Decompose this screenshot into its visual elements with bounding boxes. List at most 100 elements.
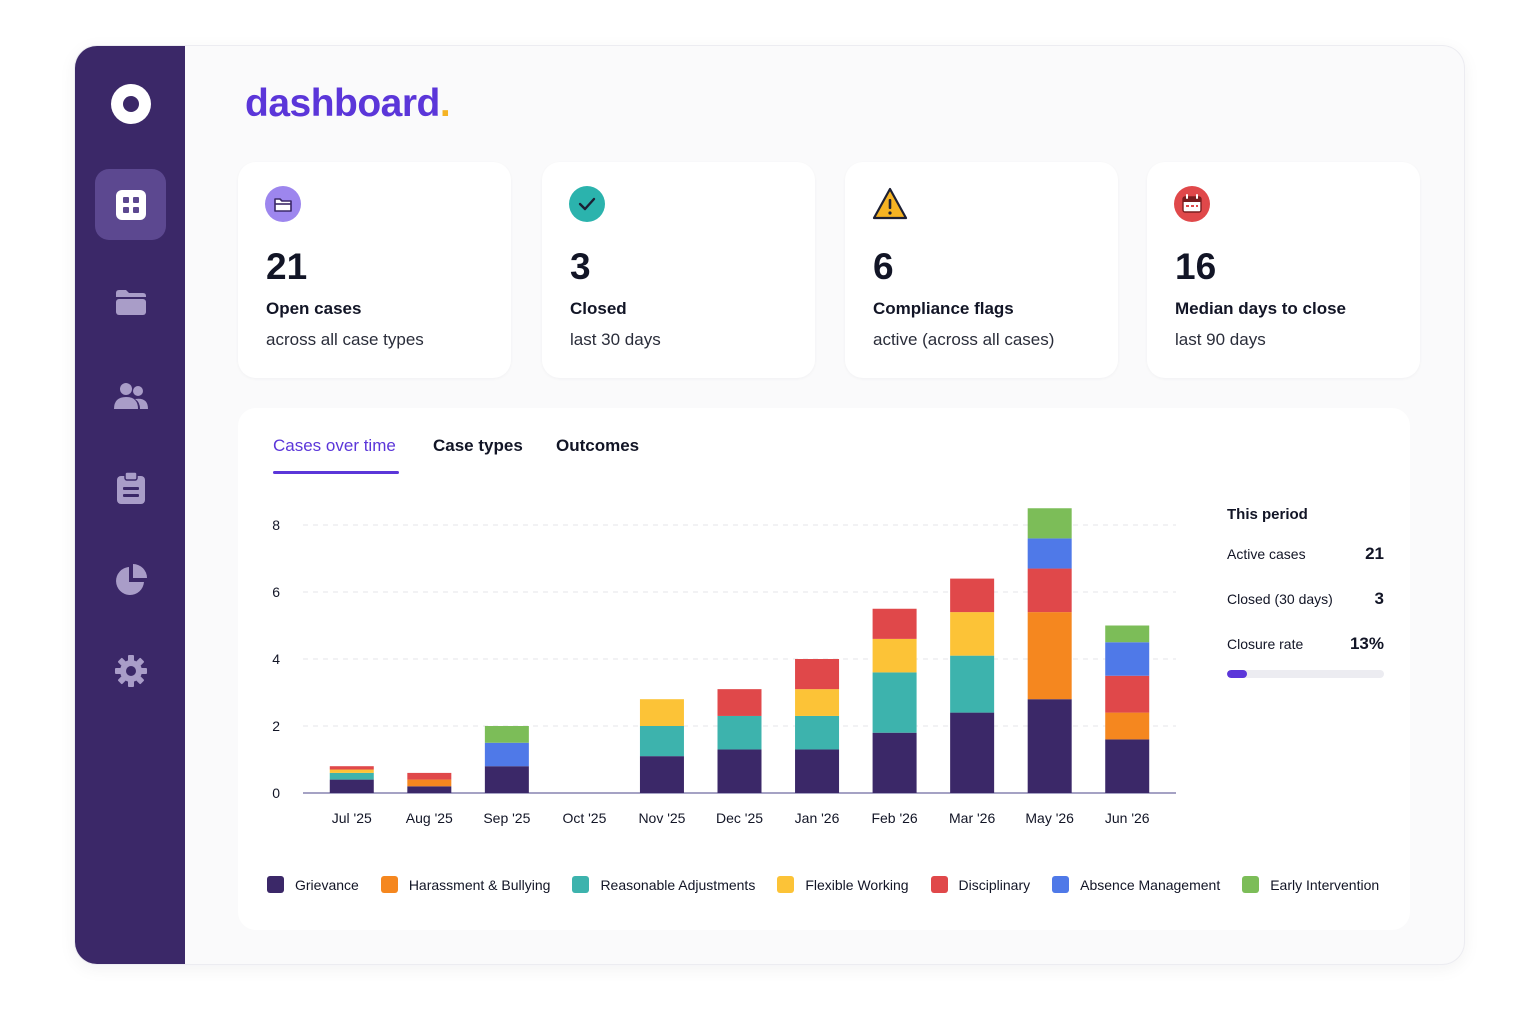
bar-segment (1105, 712, 1150, 740)
bar-segment (639, 699, 684, 726)
x-tick-label: Jul '25 (332, 810, 372, 826)
bar-segment (950, 655, 995, 713)
summary-label: Active cases (1227, 546, 1306, 562)
tab-case-types[interactable]: Case types (433, 436, 523, 455)
ring-logo-icon[interactable] (111, 84, 151, 124)
y-tick-label: 0 (272, 785, 280, 801)
x-tick-label: Oct '25 (562, 810, 606, 826)
bar-segment (329, 772, 374, 780)
grid-icon (115, 189, 146, 220)
summary-value: 21 (1365, 544, 1384, 563)
stat-sub: across all case types (266, 330, 424, 349)
bar-segment (1105, 625, 1150, 643)
nav-cases[interactable] (95, 266, 166, 337)
nav-analytics[interactable] (95, 544, 166, 615)
closure-rate-progress (1227, 670, 1384, 678)
bar-segment (872, 672, 917, 733)
summary-row-closed: Closed (30 days) 3 (1227, 589, 1384, 609)
x-tick-label: May '26 (1025, 810, 1074, 826)
stat-label: Median days to close (1175, 299, 1346, 318)
nav-dashboard[interactable] (95, 169, 166, 240)
legend-item: Absence Management (1052, 876, 1220, 893)
y-tick-label: 2 (272, 718, 280, 734)
y-tick-label: 6 (272, 584, 280, 600)
tab-outcomes[interactable]: Outcomes (556, 436, 640, 455)
legend-swatch (777, 876, 795, 893)
x-tick-label: Jan '26 (795, 810, 840, 826)
bar-segment (1027, 508, 1072, 539)
chart-legend: Grievance Harassment & Bullying Reasonable… (267, 876, 1401, 893)
bar-segment (950, 712, 995, 793)
main-content: dashboard. 21 Open cases across all case… (185, 46, 1464, 964)
bar-segment (329, 769, 374, 773)
bar-segment (795, 715, 840, 750)
closure-rate-fill (1227, 670, 1248, 678)
bar-segment (872, 608, 917, 639)
calendar-icon (1174, 186, 1210, 222)
bar-segment (872, 638, 917, 673)
legend-swatch (267, 876, 284, 893)
y-tick-label: 8 (272, 517, 280, 533)
gear-icon (114, 654, 147, 687)
sidebar (75, 46, 185, 964)
stat-sub: last 90 days (1175, 330, 1266, 349)
stat-value: 21 (266, 246, 308, 287)
bar-segment (1027, 699, 1072, 793)
bar-segment (1105, 739, 1150, 793)
nav-settings[interactable] (95, 635, 166, 706)
bar-segment (329, 779, 374, 793)
stat-sub: last 30 days (570, 330, 661, 349)
x-tick-label: Dec '25 (716, 810, 763, 826)
clipboard-icon (116, 470, 145, 504)
stat-card-compliance-flags: 6 Compliance flags active (across all ca… (845, 162, 1118, 378)
bar-segment (795, 749, 840, 793)
legend-item: Disciplinary (930, 876, 1031, 893)
bar-segment (484, 726, 529, 743)
legend-label: Flexible Working (805, 876, 909, 893)
legend-label: Disciplinary (958, 876, 1031, 893)
summary-heading: This period (1227, 506, 1308, 523)
folder-icon (265, 186, 301, 222)
active-tab-indicator (273, 471, 399, 474)
period-summary: This period Active cases 21 Closed (30 d… (1227, 506, 1387, 678)
x-tick-label: Jun '26 (1105, 810, 1150, 826)
y-tick-label: 4 (272, 651, 280, 667)
stat-sub: active (across all cases) (873, 330, 1055, 349)
bar-segment (484, 766, 529, 793)
x-tick-label: Nov '25 (638, 810, 685, 826)
legend-label: Early Intervention (1270, 876, 1380, 893)
bar-segment (717, 749, 762, 793)
bar-segment (1105, 642, 1150, 676)
legend-swatch (1052, 876, 1070, 893)
bar-segment (872, 732, 917, 793)
bar-segment (950, 578, 995, 613)
stat-label: Compliance flags (873, 299, 1014, 318)
legend-item: Harassment & Bullying (380, 876, 550, 893)
chart-panel: Cases over time Case types Outcomes 0 2 4 6… (238, 408, 1410, 930)
stat-label: Closed (570, 299, 627, 318)
bar-segment (1027, 568, 1072, 613)
bar-segment (1027, 538, 1072, 569)
nav-reports[interactable] (95, 452, 166, 523)
summary-label: Closure rate (1227, 636, 1304, 652)
x-tick-label: Mar '26 (949, 810, 995, 826)
bar-segment (329, 766, 374, 770)
check-icon (569, 186, 605, 222)
pie-chart-icon (115, 563, 147, 595)
x-tick-label: Aug '25 (406, 810, 453, 826)
legend-label: Absence Management (1080, 876, 1221, 893)
summary-row-closure-rate: Closure rate 13% (1227, 634, 1384, 654)
bar-segment (407, 779, 452, 787)
bar-segment (407, 772, 452, 780)
summary-label: Closed (30 days) (1227, 591, 1333, 607)
x-tick-label: Sep '25 (483, 810, 530, 826)
tab-cases-over-time[interactable]: Cases over time (273, 436, 396, 455)
page-title: dashboard. (245, 82, 451, 125)
legend-item: Grievance (267, 876, 359, 893)
nav-people[interactable] (95, 360, 166, 431)
legend-swatch (1242, 876, 1260, 893)
stat-value: 6 (873, 246, 894, 287)
x-tick-label: Feb '26 (871, 810, 917, 826)
stat-value: 16 (1175, 246, 1217, 287)
folder-icon (115, 289, 146, 315)
